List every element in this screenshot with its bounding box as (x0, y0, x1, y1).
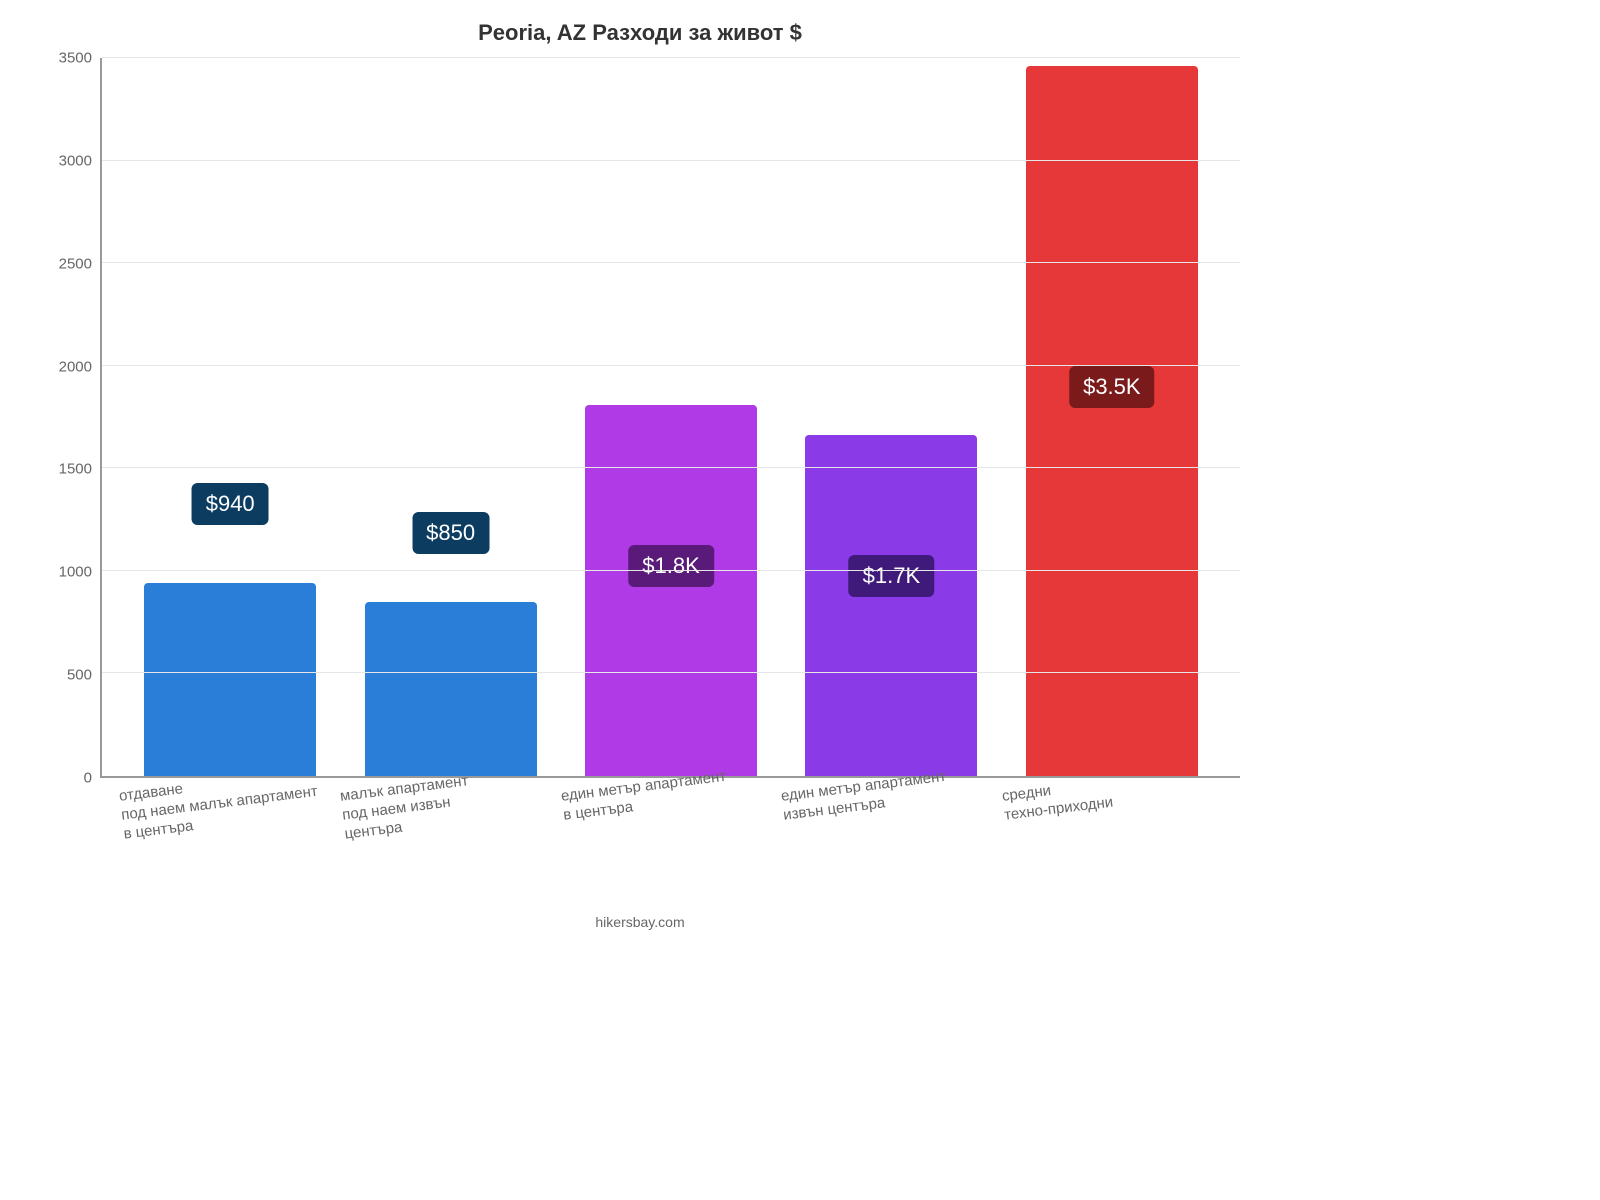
grid-line (102, 57, 1240, 58)
bar: $3.5K (1026, 66, 1198, 776)
y-axis: 0500100015002000250030003500 (40, 58, 100, 778)
grid-line (102, 467, 1240, 468)
y-tick: 1500 (59, 461, 92, 478)
x-axis: отдаване под наем малък апартамент в цен… (100, 778, 1240, 844)
y-tick: 0 (84, 770, 92, 787)
bars-container: $940 $850 $1.8K $1.7K $3.5K (102, 58, 1240, 776)
bar-value-label: $940 (192, 483, 269, 525)
grid-line (102, 365, 1240, 366)
y-tick: 500 (67, 667, 92, 684)
bar-value-label: $3.5K (1069, 366, 1155, 408)
bar-value-label: $1.8K (628, 545, 714, 587)
bar-slot: $1.8K (561, 58, 781, 776)
y-tick: 2000 (59, 358, 92, 375)
plot-row: 0500100015002000250030003500 $940$850$1.… (40, 58, 1240, 778)
grid-line (102, 672, 1240, 673)
bar-value-label: $1.7K (849, 555, 935, 597)
y-tick: 1000 (59, 564, 92, 581)
bar-slot: $850 (340, 58, 560, 776)
chart-title: Peoria, AZ Разходи за живот $ (40, 20, 1240, 46)
grid-line (102, 160, 1240, 161)
grid-line (102, 570, 1240, 571)
bar: $1.7K (805, 435, 977, 776)
bar: $1.8K (585, 405, 757, 776)
grid-line (102, 262, 1240, 263)
y-tick: 2500 (59, 255, 92, 272)
bar-slot: $3.5K (1002, 58, 1222, 776)
bar-slot: $1.7K (781, 58, 1001, 776)
bar: $940 (144, 583, 316, 776)
y-tick: 3000 (59, 152, 92, 169)
cost-of-living-chart: Peoria, AZ Разходи за живот $ 0 500 1000 15… (0, 0, 1280, 960)
bar-slot: $940 (120, 58, 340, 776)
y-tick: 3500 (59, 50, 92, 67)
bar-value-label: $850 (412, 512, 489, 554)
bar: $850 (365, 602, 537, 776)
plot-area: $940 $850 $1.8K $1.7K $3.5K (100, 58, 1240, 778)
chart-credit: hikersbay.com (40, 914, 1240, 930)
